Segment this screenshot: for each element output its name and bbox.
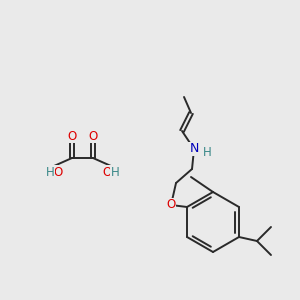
Text: O: O xyxy=(102,166,112,178)
Text: O: O xyxy=(53,166,63,178)
Text: O: O xyxy=(68,130,76,142)
Text: O: O xyxy=(167,199,176,212)
Text: H: H xyxy=(46,166,54,178)
Text: H: H xyxy=(111,166,119,178)
Text: N: N xyxy=(189,142,199,155)
Text: H: H xyxy=(202,146,211,158)
Text: O: O xyxy=(88,130,98,142)
